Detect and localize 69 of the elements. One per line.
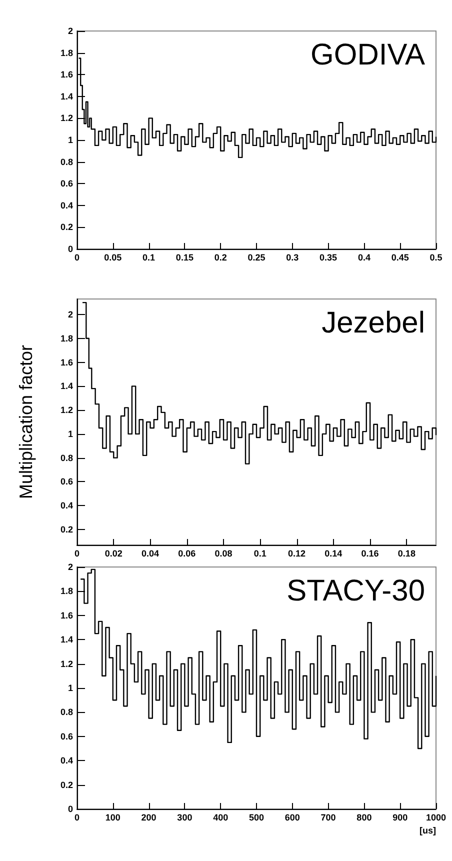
chart-title: GODIVA	[310, 38, 426, 72]
chart-title: Jezebel	[322, 306, 426, 340]
x-tick-label: 0.45	[391, 252, 409, 262]
x-tick-label: 0.14	[324, 548, 342, 558]
y-tick-label: 0.4	[60, 756, 73, 766]
x-tick-label: 0.06	[178, 548, 196, 558]
x-tick-label: 0.02	[104, 548, 122, 558]
x-tick-label: 0	[74, 548, 80, 558]
x-tick-label: 800	[356, 812, 372, 822]
x-tick-label: 1000	[426, 812, 446, 822]
y-tick-label: 1.4	[60, 381, 73, 392]
y-tick-label: 1.8	[60, 586, 73, 596]
x-tick-label: 0	[74, 812, 80, 822]
y-tick-label: 1.6	[60, 70, 73, 80]
y-tick-label: 2	[68, 310, 73, 320]
y-tick-label: 0.8	[60, 156, 73, 167]
y-tick-label: 1	[68, 135, 73, 145]
y-tick-label: 0.4	[60, 200, 73, 210]
y-tick-label: 1.4	[60, 91, 73, 102]
x-tick-label: 0.2	[214, 252, 227, 262]
x-tick-label: 0.3	[286, 252, 299, 262]
y-tick-label: 0.2	[60, 780, 73, 790]
y-tick-label: 0.2	[60, 222, 73, 232]
x-tick-label: 500	[248, 812, 264, 822]
x-tick-label: 600	[284, 812, 300, 822]
y-tick-label: 1.8	[60, 48, 73, 58]
y-tick-label: 0.2	[60, 524, 73, 534]
y-tick-label: 2	[68, 562, 73, 572]
y-tick-label: 0.4	[60, 500, 73, 511]
x-tick-label: 0.35	[320, 252, 338, 262]
y-tick-label: 0.6	[60, 476, 73, 487]
x-tick-label: 0.18	[398, 548, 416, 558]
x-tick-label: 0.1	[142, 252, 156, 262]
x-axis-title: [us]	[420, 826, 436, 836]
y-tick-label: 1.2	[60, 113, 73, 124]
y-tick-label: 1	[68, 683, 73, 693]
y-axis-title: Multiplication factor	[16, 344, 36, 500]
y-tick-label: 1	[68, 428, 73, 439]
x-tick-label: 0.25	[248, 252, 266, 262]
y-tick-label: 0.6	[60, 178, 73, 189]
x-tick-label: 0.08	[214, 548, 232, 558]
x-tick-label: 400	[213, 812, 228, 822]
chart-title: STACY-30	[286, 574, 426, 608]
x-tick-label: 0.05	[104, 252, 122, 262]
y-tick-label: 0.8	[60, 707, 73, 718]
y-tick-label: 1.6	[60, 357, 73, 368]
x-tick-label: 100	[105, 812, 120, 822]
x-tick-label: 0.15	[176, 252, 194, 262]
x-tick-label: 0.4	[358, 252, 370, 262]
x-tick-label: 0.5	[430, 252, 442, 262]
x-tick-label: 0.04	[142, 548, 160, 558]
y-tick-label: 1.8	[60, 333, 73, 344]
y-tick-label: 0.8	[60, 452, 73, 463]
y-tick-label: 1.2	[60, 405, 73, 416]
y-tick-label: 0.6	[60, 731, 73, 742]
y-tick-label: 2	[68, 26, 73, 36]
x-tick-label: 200	[141, 812, 156, 822]
y-tick-label: 1.2	[60, 658, 73, 669]
y-tick-label: 1.6	[60, 610, 73, 620]
x-tick-label: 700	[320, 812, 336, 822]
x-tick-label: 0.12	[288, 548, 306, 558]
x-tick-label: 0.16	[361, 548, 379, 558]
x-tick-label: 0.1	[254, 548, 266, 558]
y-tick-label: 0	[68, 804, 73, 814]
x-tick-label: 0	[74, 252, 80, 262]
x-tick-label: 900	[392, 812, 408, 822]
x-tick-label: 300	[177, 812, 192, 822]
y-tick-label: 0	[68, 244, 73, 254]
y-tick-label: 1.4	[60, 634, 73, 645]
